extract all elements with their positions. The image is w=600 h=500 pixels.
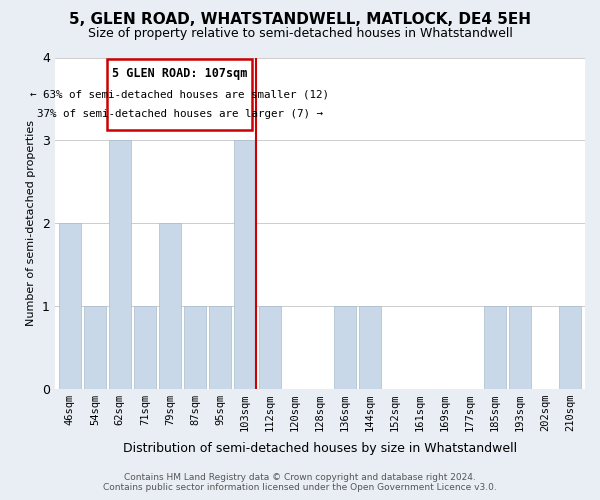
Text: ← 63% of semi-detached houses are smaller (12): ← 63% of semi-detached houses are smalle…	[31, 90, 329, 100]
Bar	[259, 306, 281, 388]
Y-axis label: Number of semi-detached properties: Number of semi-detached properties	[26, 120, 37, 326]
Bar	[359, 306, 381, 388]
Bar	[509, 306, 531, 388]
Text: Size of property relative to semi-detached houses in Whatstandwell: Size of property relative to semi-detach…	[88, 28, 512, 40]
Text: 5 GLEN ROAD: 107sqm: 5 GLEN ROAD: 107sqm	[112, 68, 248, 80]
Text: 37% of semi-detached houses are larger (7) →: 37% of semi-detached houses are larger (…	[37, 109, 323, 119]
Bar	[559, 306, 581, 388]
Bar	[109, 140, 131, 388]
Text: 5, GLEN ROAD, WHATSTANDWELL, MATLOCK, DE4 5EH: 5, GLEN ROAD, WHATSTANDWELL, MATLOCK, DE…	[69, 12, 531, 28]
Bar	[158, 223, 181, 388]
Bar	[334, 306, 356, 388]
FancyBboxPatch shape	[107, 59, 253, 130]
X-axis label: Distribution of semi-detached houses by size in Whatstandwell: Distribution of semi-detached houses by …	[123, 442, 517, 455]
Bar	[484, 306, 506, 388]
Bar	[59, 223, 81, 388]
Text: Contains HM Land Registry data © Crown copyright and database right 2024.
Contai: Contains HM Land Registry data © Crown c…	[103, 473, 497, 492]
Bar	[209, 306, 231, 388]
Bar	[184, 306, 206, 388]
Bar	[134, 306, 156, 388]
Bar	[233, 140, 256, 388]
Bar	[83, 306, 106, 388]
